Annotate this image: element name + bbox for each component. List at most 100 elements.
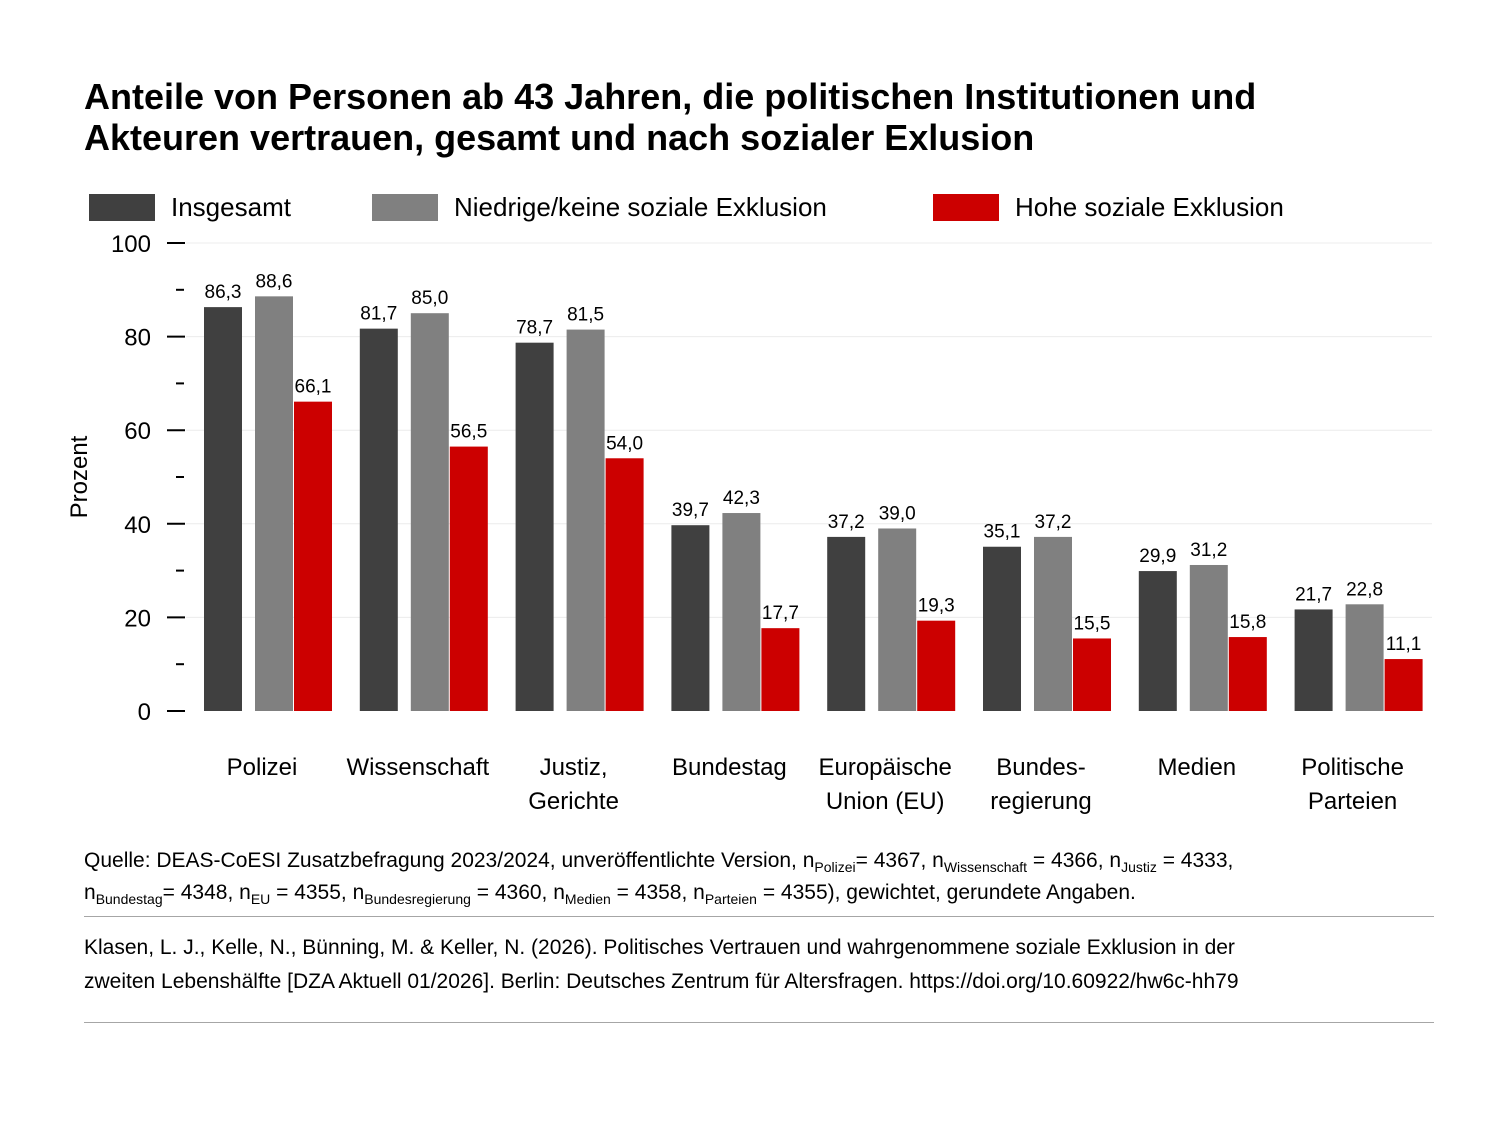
bar-value-label: 86,3 — [205, 282, 242, 303]
source-text: = 4348, n — [162, 881, 251, 904]
bar-value-label: 66,1 — [295, 377, 332, 398]
source-text: = 4367, n — [855, 849, 944, 872]
chart-title-line-2: Akteuren vertrauen, gesamt und nach sozi… — [84, 117, 1035, 158]
source-subscript: Bundestag — [95, 891, 163, 907]
bar-value-label: 35,1 — [984, 522, 1021, 543]
bar-3 — [917, 620, 956, 711]
x-category-label: Gerichte — [528, 788, 619, 815]
bar-value-label: 54,0 — [606, 433, 643, 454]
source-text: = 4366, n — [1027, 849, 1122, 872]
bar-value-label: 21,7 — [1295, 584, 1332, 605]
bar-value-label: 42,3 — [723, 488, 760, 509]
footer-divider-bottom — [84, 1022, 1434, 1023]
chart-title-line-1: Anteile von Personen ab 43 Jahren, die p… — [84, 76, 1257, 117]
bar-value-label: 19,3 — [918, 596, 955, 617]
bar-3 — [449, 446, 488, 711]
x-category-label: Medien — [1157, 754, 1236, 781]
source-text: = 4358, n — [610, 881, 705, 904]
bar-value-label: 39,0 — [879, 503, 916, 524]
bar-3 — [1228, 637, 1267, 711]
y-axis-title: Prozent — [66, 435, 93, 518]
bar-1 — [204, 307, 242, 711]
x-category-label: Wissenschaft — [346, 754, 489, 781]
y-tick-label: 80 — [124, 325, 151, 352]
bar-2 — [1345, 604, 1384, 711]
source-text: n — [84, 881, 96, 904]
bar-2 — [255, 296, 293, 711]
source-text: = 4360, n — [470, 881, 565, 904]
source-subscript: Medien — [564, 891, 611, 907]
y-tick-label: 20 — [124, 605, 151, 632]
bar-value-label: 85,0 — [411, 288, 448, 309]
y-tick-label: 0 — [138, 699, 151, 726]
bar-value-label: 29,9 — [1139, 546, 1176, 567]
source-subscript: Bundesregierung — [364, 891, 471, 907]
citation-line-2: zweiten Lebenshälfte [DZA Aktuell 01/202… — [84, 970, 1239, 993]
bar-value-label: 81,5 — [567, 305, 604, 326]
bar-value-label: 56,5 — [450, 422, 487, 443]
bar-3 — [1384, 659, 1423, 711]
source-note-line-2: nBundestag= 4348, nEU = 4355, nBundesreg… — [84, 878, 1136, 908]
bar-2 — [1189, 564, 1228, 711]
citation-line-1: Klasen, L. J., Kelle, N., Bünning, M. & … — [84, 936, 1235, 959]
bar-value-label: 15,8 — [1229, 612, 1266, 633]
legend-swatch-2 — [372, 194, 438, 221]
bar-value-label: 39,7 — [672, 500, 709, 521]
bar-1 — [515, 342, 554, 711]
footer-divider-top — [84, 916, 1434, 917]
source-text: = 4333, — [1156, 849, 1234, 872]
bar-value-label: 88,6 — [256, 271, 293, 292]
source-note-line-1: Quelle: DEAS-CoESI Zusatzbefragung 2023/… — [84, 846, 1233, 876]
source-subscript: Justiz — [1121, 859, 1157, 875]
y-tick-label: 40 — [124, 512, 151, 539]
source-subscript: EU — [250, 891, 271, 907]
x-category-label: Europäische — [818, 754, 951, 781]
bar-3 — [761, 628, 800, 711]
x-category-label: Union (EU) — [826, 788, 945, 815]
bar-1 — [983, 546, 1021, 711]
source-text: = 4355), gewichtet, gerundete Angaben. — [756, 881, 1136, 904]
bar-2 — [722, 513, 761, 711]
bar-2 — [566, 329, 605, 711]
bar-value-label: 37,2 — [1035, 512, 1072, 533]
x-category-label: Politische — [1301, 754, 1404, 781]
bar-value-label: 11,1 — [1386, 634, 1422, 655]
legend-label-3: Hohe soziale Exklusion — [1015, 192, 1284, 222]
bar-value-label: 22,8 — [1346, 579, 1383, 600]
bar-2 — [878, 528, 917, 711]
bar-value-label: 17,7 — [762, 603, 799, 624]
bar-value-label: 15,5 — [1074, 613, 1111, 634]
legend-label-1: Insgesamt — [171, 192, 292, 222]
bar-3 — [294, 401, 332, 711]
bar-value-label: 31,2 — [1190, 540, 1227, 561]
x-category-label: Parteien — [1308, 788, 1397, 815]
bar-3 — [605, 458, 644, 711]
legend-swatch-3 — [933, 194, 999, 221]
source-text: = 4355, n — [270, 881, 365, 904]
bar-value-label: 37,2 — [828, 512, 865, 533]
bar-2 — [410, 313, 449, 711]
source-subscript: Wissenschaft — [943, 859, 1028, 875]
source-subscript: Parteien — [704, 891, 757, 907]
bar-value-label: 78,7 — [516, 318, 553, 339]
bar-1 — [359, 328, 398, 711]
bar-2 — [1034, 536, 1072, 711]
source-text: Quelle: DEAS-CoESI Zusatzbefragung 2023/… — [84, 849, 815, 872]
bar-3 — [1073, 638, 1111, 711]
x-category-label: Polizei — [227, 754, 298, 781]
x-category-label: regierung — [990, 788, 1091, 815]
legend-swatch-1 — [89, 194, 155, 221]
bar-value-label: 81,7 — [360, 304, 397, 325]
bar-1 — [671, 525, 710, 711]
bar-chart: 0 20 40 60 80 100 Prozent 86,3 88,6 66,1 Polizei 81… — [66, 192, 1432, 815]
bar-1 — [827, 536, 866, 711]
source-subscript: Polizei — [814, 859, 856, 875]
x-category-label: Bundes- — [996, 754, 1085, 781]
legend-label-2: Niedrige/keine soziale Exklusion — [454, 192, 827, 222]
bar-1 — [1138, 571, 1177, 711]
y-tick-label: 100 — [111, 231, 151, 258]
bar-1 — [1294, 609, 1333, 711]
x-category-label: Justiz, — [540, 754, 608, 781]
x-category-label: Bundestag — [672, 754, 787, 781]
